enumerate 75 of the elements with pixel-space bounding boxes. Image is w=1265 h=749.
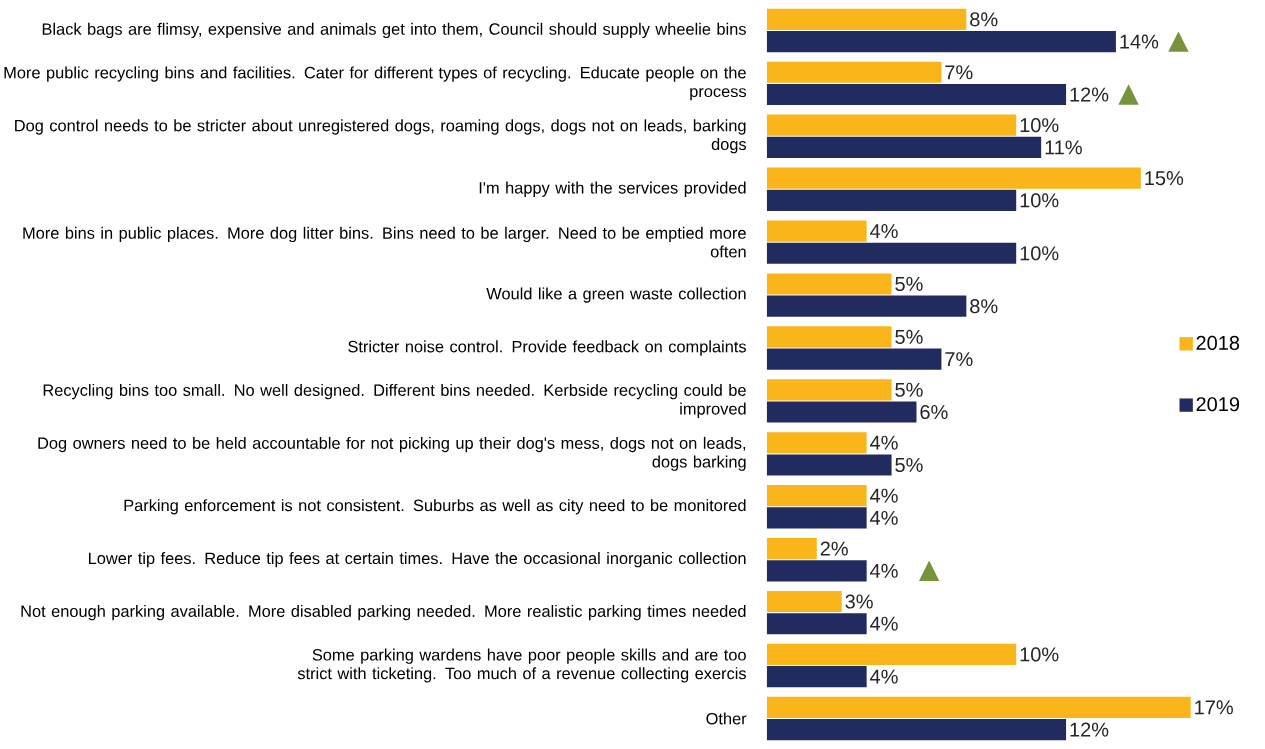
bar — [766, 167, 1141, 189]
data-label: 3% — [845, 594, 873, 609]
y-tick-label: Not enough parking available. More disabled parking needed. More realistic parking times needed — [21, 605, 746, 621]
bar — [766, 696, 1191, 718]
bar — [766, 8, 967, 30]
bar — [766, 538, 817, 560]
bar — [766, 295, 967, 317]
bar — [766, 401, 917, 423]
bar — [766, 242, 1017, 264]
y-tick-label: Dog owners need to be held accountable for not picking up their dog's mess, dogs not on leads, dogs barking — [38, 436, 746, 471]
data-label: 5% — [895, 329, 923, 344]
data-label: 7% — [945, 65, 973, 80]
bar — [766, 326, 892, 348]
bar — [766, 136, 1042, 159]
bar — [766, 432, 867, 454]
bar — [766, 114, 1017, 136]
data-label: 4% — [870, 616, 898, 631]
bar — [766, 454, 892, 476]
annotation: ▲ — [1118, 84, 1139, 105]
y-tick-label: Lower tip fees. Reduce tip fees at certain times. Have the occasional inorganic collection — [89, 552, 746, 568]
bar — [766, 666, 867, 688]
bar — [766, 485, 867, 507]
data-label: 7% — [945, 352, 973, 367]
bar — [766, 719, 1067, 741]
y-tick-label: Black bags are flimsy, expensive and animals get into them, Council should supply wheelie bins — [42, 22, 746, 39]
data-label: 2% — [820, 541, 848, 556]
data-label: 4% — [870, 488, 898, 503]
bar — [766, 348, 942, 370]
data-label: 5% — [895, 457, 923, 473]
data-label: 12% — [1070, 87, 1109, 102]
y-tick-label: Dog control needs to be stricter about unregistered dogs, roaming dogs, dogs not on leads, barking dogs — [15, 119, 747, 154]
data-label: 12% — [1070, 722, 1109, 737]
y-tick-label: I'm happy with the services provided — [479, 181, 746, 197]
y-tick-label: Recycling bins too small. No well designed. Different bins needed. Kerbside recycling could be improved — [43, 383, 746, 418]
legend-label: 2018 — [1196, 335, 1240, 351]
bar — [766, 31, 1116, 53]
y-tick-label: Some parking wardens have poor people skills and are too strict with ticketing. Too much of a revenue collecting exercis — [297, 648, 746, 683]
data-label: 11% — [1045, 140, 1082, 155]
data-label: 10% — [1020, 246, 1059, 261]
data-label: 15% — [1145, 171, 1184, 186]
bar — [766, 220, 867, 242]
y-tick-label: Would like a green waste collection — [486, 287, 746, 303]
annotation: ▲ — [1168, 31, 1189, 52]
data-label: 10% — [1020, 118, 1059, 133]
data-label: 4% — [870, 563, 898, 578]
data-label: 6% — [920, 404, 948, 420]
y-tick-label: Stricter noise control. Provide feedback on complaints — [348, 340, 746, 356]
bar — [766, 273, 892, 295]
y-tick-label: More bins in public places. More dog litter bins. Bins need to be larger. Need to be emptied more often — [23, 226, 746, 258]
bar — [766, 560, 867, 582]
y-tick-label: More public recycling bins and facilities. Cater for different types of recycling. Educate people on the process — [4, 66, 747, 101]
data-label: 5% — [895, 382, 923, 397]
legend-label: 2019 — [1196, 397, 1240, 412]
data-label: 17% — [1195, 700, 1233, 715]
annotation: ▲ — [918, 560, 940, 582]
data-label: 8% — [970, 299, 998, 314]
bar — [766, 61, 942, 83]
data-label: 4% — [870, 669, 898, 684]
bar — [766, 189, 1017, 211]
bar — [766, 83, 1067, 106]
data-label: 10% — [1020, 193, 1059, 208]
bar — [766, 507, 867, 529]
bar — [766, 590, 842, 613]
bar — [766, 643, 1017, 666]
data-label: 10% — [1020, 647, 1059, 662]
data-label: 5% — [895, 276, 923, 292]
bar — [766, 613, 867, 635]
data-label: 4% — [870, 435, 898, 450]
data-label: 4% — [870, 510, 898, 525]
data-label: 8% — [970, 12, 998, 27]
y-tick-label: Parking enforcement is not consistent. Suburbs as well as city need to be monitored — [124, 499, 746, 515]
data-label: 14% — [1120, 34, 1159, 49]
bar — [766, 379, 892, 401]
data-label: 4% — [870, 224, 898, 239]
y-tick-label: Other — [706, 712, 747, 725]
